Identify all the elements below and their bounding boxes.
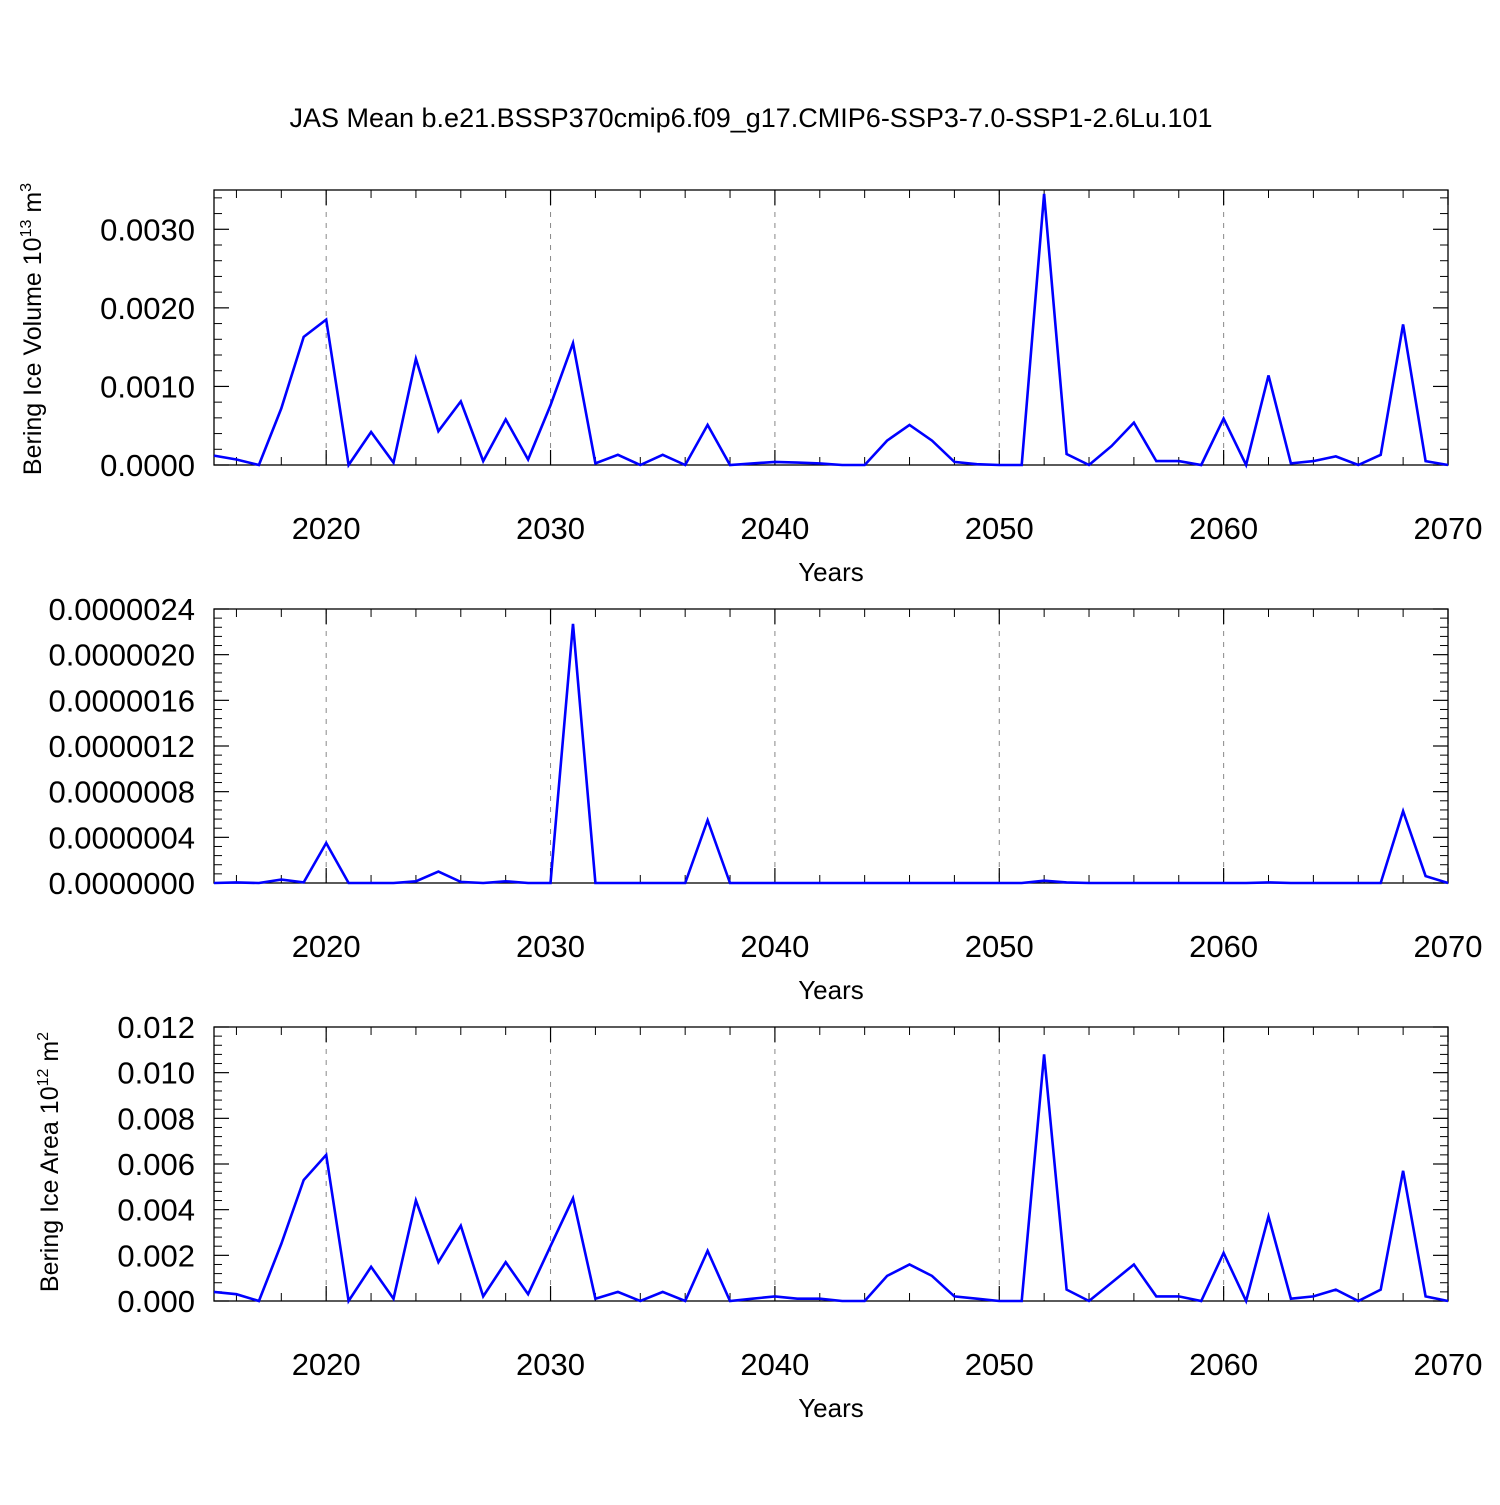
y-axis-title-unit: m [36,1041,64,1069]
y-tick-label: 0.008 [117,1101,195,1136]
y-axis-title-main: Bering Ice Area 10 [36,1086,64,1292]
y-tick-label: 0.0020 [100,291,195,326]
y-tick-label: 0.0000000 [48,866,195,901]
x-tick-label: 2030 [516,1347,585,1382]
y-tick-label: 0.0000008 [48,775,195,810]
y-tick-label: 0.0000016 [48,683,195,718]
x-tick-label: 2050 [965,929,1034,964]
y-axis-title-unit-exponent: 3 [18,183,35,192]
y-tick-label: 0.012 [117,1010,195,1045]
y-axis-title-exponent: 13 [18,220,35,238]
x-tick-label: 2060 [1189,1347,1258,1382]
x-tick-label: 2030 [516,511,585,546]
x-tick-label: 2060 [1189,511,1258,546]
x-tick-label: 2070 [1414,929,1483,964]
y-tick-label: 0.002 [117,1238,195,1273]
x-axis-title: Years [798,975,864,1005]
x-tick-label: 2020 [292,511,361,546]
x-tick-label: 2020 [292,1347,361,1382]
x-axis-title: Years [798,557,864,587]
y-tick-label: 0.0010 [100,369,195,404]
y-tick-label: 0.010 [117,1056,195,1091]
x-tick-label: 2070 [1414,1347,1483,1382]
y-axis-title-main: Bering Ice Volume 10 [19,237,47,475]
y-axis-title-exponent: 12 [35,1068,52,1086]
y-tick-label: 0.0000024 [48,592,195,627]
x-axis-title: Years [798,1393,864,1423]
x-tick-label: 2060 [1189,929,1258,964]
x-tick-label: 2050 [965,511,1034,546]
y-tick-label: 0.0000 [100,448,195,483]
y-tick-label: 0.0000020 [48,638,195,673]
x-tick-label: 2020 [292,929,361,964]
chart-title: JAS Mean b.e21.BSSP370cmip6.f09_g17.CMIP… [289,103,1212,133]
x-tick-label: 2070 [1414,511,1483,546]
y-axis-title-unit: m [19,192,47,220]
y-tick-label: 0.0000012 [48,729,195,764]
y-tick-label: 0.006 [117,1147,195,1182]
x-tick-label: 2040 [740,929,809,964]
x-tick-label: 2040 [740,511,809,546]
x-tick-label: 2030 [516,929,585,964]
y-tick-label: 0.0000004 [48,820,195,855]
y-tick-label: 0.0030 [100,212,195,247]
x-tick-label: 2050 [965,1347,1034,1382]
y-tick-label: 0.000 [117,1284,195,1319]
x-tick-label: 2040 [740,1347,809,1382]
y-tick-label: 0.004 [117,1193,195,1228]
y-axis-title-unit-exponent: 2 [35,1032,52,1041]
